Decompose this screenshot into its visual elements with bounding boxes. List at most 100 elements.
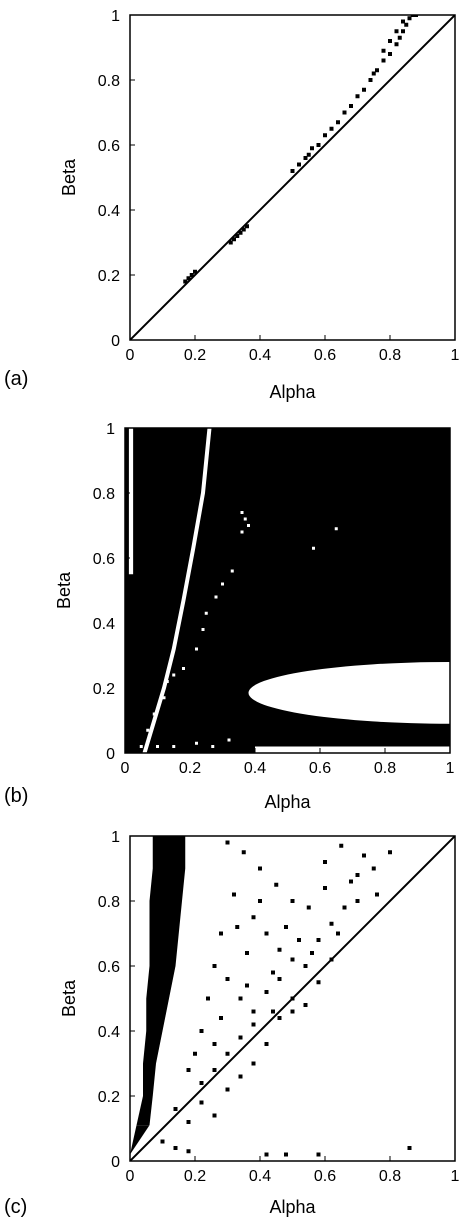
white-point [240, 511, 244, 514]
data-point [241, 227, 246, 232]
white-point [172, 745, 176, 748]
data-point [381, 58, 386, 63]
data-point [339, 843, 344, 848]
panel-1: 0 0.2 0.4 0.6 0.8 1 0 0.2 0.4 0.6 0.8 1 Alpha Beta (a) [4, 8, 459, 402]
data-point [394, 42, 399, 47]
panel-3: 0 0.2 0.4 0.6 0.8 1 0 0.2 0.4 0.6 0.8 1 Alpha Beta (c) [4, 829, 459, 1218]
data-point [388, 850, 392, 855]
x-tick-label: 0.4 [244, 760, 266, 777]
data-point [206, 996, 210, 1001]
data-point [271, 970, 275, 975]
dense-band [149, 933, 179, 966]
data-point [371, 866, 376, 871]
dense-band [136, 1096, 153, 1126]
data-point [225, 1087, 230, 1092]
data-point [371, 71, 376, 76]
data-point [245, 951, 249, 955]
data-point [225, 1051, 230, 1056]
data-point [342, 110, 347, 115]
y-axis-label: Beta [59, 158, 79, 196]
data-point [199, 1029, 204, 1033]
x-tick-label: 0.8 [379, 347, 401, 364]
y-tick-label: 0.8 [93, 486, 115, 503]
dense-band [143, 1031, 163, 1064]
data-point [251, 1061, 256, 1066]
data-point [368, 78, 373, 82]
data-point [290, 899, 295, 903]
data-point [290, 1009, 295, 1014]
data-point [394, 29, 399, 34]
y-tick-label: 0 [111, 1154, 120, 1171]
x-tick-label: 0.2 [184, 1168, 206, 1185]
data-point [225, 977, 230, 981]
data-point [362, 853, 366, 858]
x-tick-label: 0.2 [179, 760, 201, 777]
white-point [240, 530, 244, 534]
data-point [355, 94, 360, 99]
panel-label: (b) [4, 785, 28, 807]
dense-band [152, 836, 186, 869]
white-point [312, 546, 315, 550]
data-point [401, 19, 405, 24]
data-point [173, 1146, 178, 1150]
data-point [251, 1009, 256, 1014]
y-tick-label: 0 [106, 746, 115, 763]
data-point [303, 156, 308, 160]
data-point [407, 1146, 412, 1150]
white-point [221, 582, 224, 586]
y-tick-label: 0.8 [98, 894, 120, 911]
data-point [388, 52, 392, 56]
x-tick-label: 0 [121, 760, 130, 777]
data-point [329, 126, 334, 131]
x-axis-label: Alpha [269, 382, 316, 402]
dense-band [143, 1063, 156, 1096]
x-tick-label: 0.6 [309, 760, 331, 777]
data-point [336, 931, 340, 936]
x-tick-label: 0.8 [379, 1168, 401, 1185]
data-point [264, 990, 269, 994]
data-point [290, 169, 295, 173]
panel-label: (c) [4, 1196, 27, 1218]
data-point [212, 1113, 217, 1118]
data-point [310, 146, 314, 151]
white-point [201, 628, 205, 631]
white-point [172, 673, 176, 677]
panel-label: (a) [4, 368, 28, 390]
white-ellipse [248, 662, 450, 724]
data-point [342, 905, 347, 910]
data-point [349, 879, 353, 884]
x-tick-label: 1 [451, 1168, 459, 1185]
data-point [306, 152, 311, 157]
data-point [212, 964, 217, 968]
data-point [323, 886, 327, 890]
data-point [235, 925, 240, 929]
white-point [165, 680, 169, 683]
dense-band [130, 1125, 150, 1155]
data-point [186, 1120, 191, 1124]
data-point [274, 882, 279, 887]
data-point [284, 1152, 288, 1157]
data-point [303, 1003, 308, 1007]
data-point [238, 996, 243, 1001]
data-point [258, 866, 262, 871]
white-point [247, 524, 250, 527]
data-point [183, 279, 188, 284]
data-point [199, 1100, 204, 1105]
data-point [401, 29, 405, 34]
data-point [251, 1022, 256, 1027]
y-tick-label: 0.4 [93, 616, 115, 633]
data-point [186, 1149, 191, 1154]
dense-band [146, 966, 176, 999]
white-point [334, 527, 338, 531]
data-point [316, 938, 321, 942]
white-point [227, 738, 231, 742]
data-point [193, 269, 197, 274]
x-axis-label: Alpha [264, 792, 311, 812]
data-point [212, 1042, 217, 1046]
plot-area [125, 428, 450, 753]
data-point [355, 899, 360, 903]
data-point [232, 237, 236, 242]
white-point [195, 647, 198, 651]
data-point [290, 957, 295, 962]
white-point [214, 595, 218, 599]
